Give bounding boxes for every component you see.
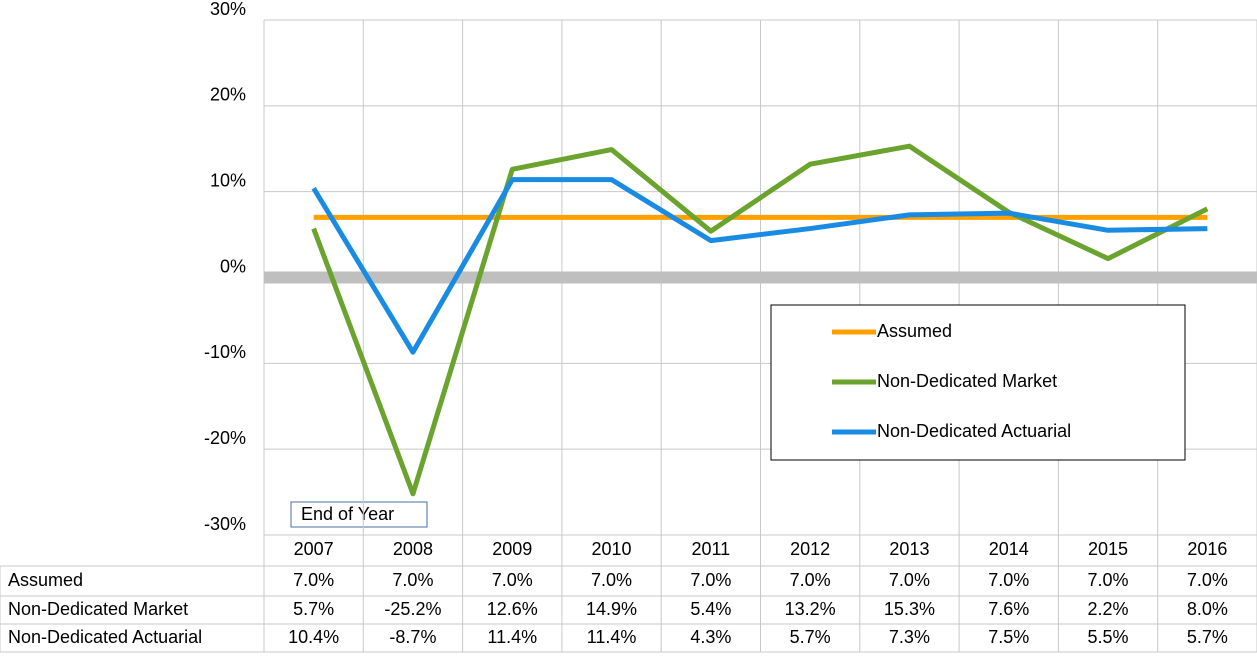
table-value: 7.0% [492,570,533,590]
y-tick-label: 10% [210,170,246,190]
table-value: 7.6% [988,599,1029,619]
table-value: 8.0% [1187,599,1228,619]
x-axis-label: End of Year [301,504,394,524]
table-value: 2.2% [1088,599,1129,619]
y-tick-label: 0% [220,256,246,276]
x-tick-label: 2016 [1187,539,1227,559]
x-tick-label: 2008 [393,539,433,559]
y-tick-label: 20% [210,85,246,105]
x-tick-label: 2007 [294,539,334,559]
table-value: 7.3% [889,627,930,647]
table-value: 5.7% [293,599,334,619]
legend-label: Non-Dedicated Market [877,371,1057,391]
x-label-box [290,501,428,528]
table-value: 7.0% [889,570,930,590]
y-tick-label: -10% [204,342,246,362]
table-value: 7.0% [1088,570,1129,590]
x-tick-label: 2014 [989,539,1029,559]
series-line [311,143,1209,497]
table-value: 7.0% [591,570,632,590]
table-value: 5.7% [1187,627,1228,647]
x-tick-label: 2010 [592,539,632,559]
table-value: 7.0% [790,570,831,590]
series-line [311,177,1208,355]
table-value: 5.5% [1088,627,1129,647]
table-value: 12.6% [487,599,538,619]
table-value: 15.3% [884,599,935,619]
table-value: 10.4% [288,627,339,647]
table-value: 5.7% [790,627,831,647]
table-value: 5.4% [690,599,731,619]
x-tick-label: 2012 [790,539,830,559]
x-tick-label: 2011 [691,539,730,559]
table-value: 7.0% [690,570,731,590]
legend-label: Non-Dedicated Actuarial [877,421,1071,441]
table-value: 7.0% [1187,570,1228,590]
x-tick-label: 2009 [492,539,532,559]
table-row-label: Assumed [8,570,83,590]
table-value: 7.0% [392,570,433,590]
table-value: 14.9% [586,599,637,619]
x-tick-label: 2015 [1088,539,1128,559]
table-value: 7.0% [293,570,334,590]
x-tick-label: 2013 [889,539,929,559]
table-row-label: Non-Dedicated Market [8,599,188,619]
table-value: -25.2% [384,599,441,619]
y-tick-label: -20% [204,428,246,448]
table-value: 13.2% [785,599,836,619]
y-tick-label: -30% [204,514,246,534]
table-value: 11.4% [587,627,637,647]
legend-label: Assumed [877,321,952,341]
y-tick-label: 30% [210,0,246,19]
table-value: 7.0% [988,570,1029,590]
table-value: 11.4% [487,627,537,647]
table-row-label: Non-Dedicated Actuarial [8,627,202,647]
table-value: 4.3% [690,627,731,647]
table-value: -8.7% [389,627,436,647]
table-value: 7.5% [988,627,1029,647]
